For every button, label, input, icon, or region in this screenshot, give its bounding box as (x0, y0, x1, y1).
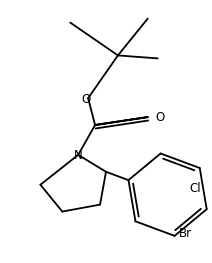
Text: Br: Br (179, 227, 192, 240)
Text: Cl: Cl (189, 182, 201, 195)
Text: O: O (81, 93, 91, 106)
Text: N: N (74, 149, 82, 162)
Text: O: O (156, 110, 165, 124)
